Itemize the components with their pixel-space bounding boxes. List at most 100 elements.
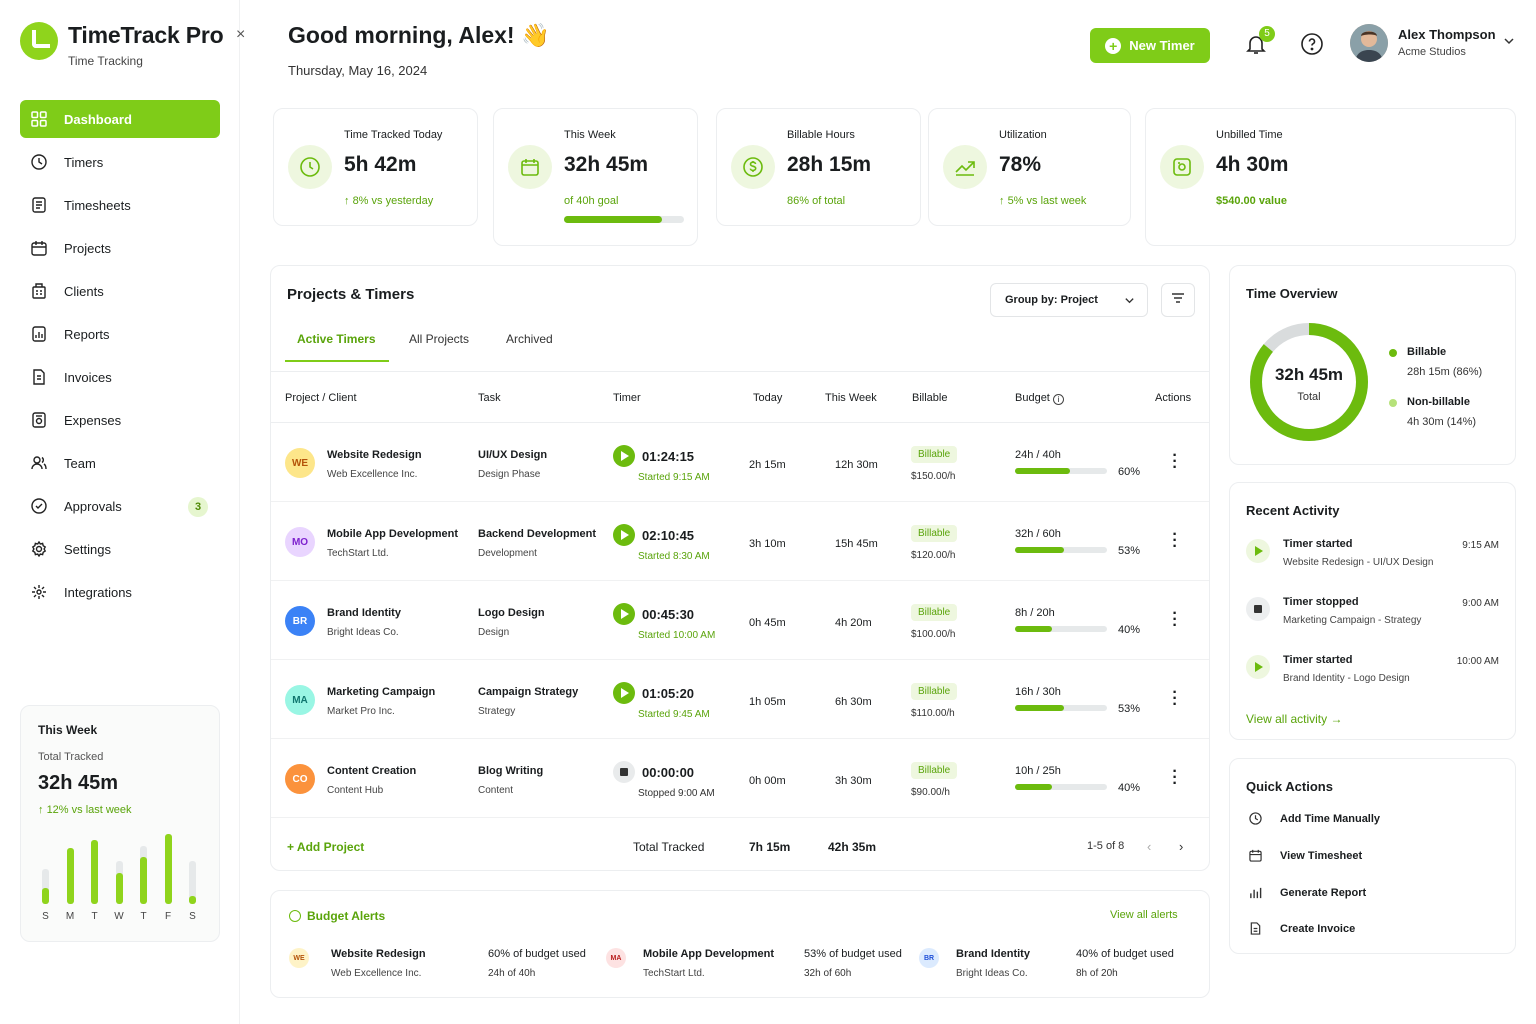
more-actions-icon[interactable]: · · · xyxy=(1172,526,1178,555)
activity-detail: Brand Identity - Logo Design xyxy=(1283,673,1410,684)
group-by-select[interactable]: Group by: Project xyxy=(990,283,1148,317)
project-avatar: MA xyxy=(285,685,315,715)
project-name[interactable]: Marketing Campaign xyxy=(327,686,436,698)
table-row[interactable]: MA Marketing Campaign Market Pro Inc. Campa… xyxy=(271,660,1209,739)
play-timer-icon[interactable] xyxy=(613,445,635,467)
chevron-right-icon[interactable]: › xyxy=(1179,839,1184,854)
project-name[interactable]: Website Redesign xyxy=(327,449,422,461)
sidebar-item-timesheets[interactable]: Timesheets xyxy=(20,186,220,224)
sidebar-item-timers[interactable]: Timers xyxy=(20,143,220,181)
tab-archived[interactable]: Archived xyxy=(506,332,553,346)
stop-timer-icon[interactable] xyxy=(613,761,635,783)
user-avatar[interactable] xyxy=(1350,24,1388,62)
projects-timers-panel: Projects & Timers Group by: Project Acti… xyxy=(270,265,1210,871)
weekly-goal-progress-fill xyxy=(564,216,663,223)
alert-project-name[interactable]: Brand Identity xyxy=(956,948,1030,960)
stop-icon xyxy=(1246,597,1270,621)
sidebar-item-reports[interactable]: Reports xyxy=(20,315,220,353)
calendar-icon xyxy=(508,145,552,189)
quick-action-create-invoice[interactable]: Create Invoice xyxy=(1246,922,1355,935)
table-row[interactable]: WE Website Redesign Web Excellence Inc. UI/… xyxy=(271,423,1209,502)
info-icon[interactable]: i xyxy=(1052,394,1064,405)
view-all-activity-link[interactable]: View all activity → xyxy=(1246,712,1342,726)
clock-icon xyxy=(1246,812,1264,825)
bell-icon[interactable] xyxy=(1244,32,1268,61)
budget-label: 8h / 20h xyxy=(1015,607,1055,619)
sidebar-item-team[interactable]: Team xyxy=(20,444,220,482)
sidebar-item-label: Invoices xyxy=(64,369,112,385)
task-phase: Design Phase xyxy=(478,469,541,480)
view-all-alerts-link[interactable]: View all alerts xyxy=(1110,909,1178,921)
table-row[interactable]: CO Content Creation Content Hub Blog Writin… xyxy=(271,739,1209,818)
weekly-bar-fill xyxy=(115,872,123,904)
invoice-icon xyxy=(1246,922,1264,935)
task-phase: Development xyxy=(478,548,537,559)
weekly-bar-day-label: T xyxy=(91,911,98,922)
active-tab-indicator xyxy=(285,360,389,362)
sidebar-item-invoices[interactable]: Invoices xyxy=(20,358,220,396)
sidebar-item-projects[interactable]: Projects xyxy=(20,229,220,267)
weekly-bar-track xyxy=(42,868,49,904)
billable-badge: Billable xyxy=(911,683,958,700)
clock-icon xyxy=(288,145,332,189)
new-timer-button[interactable]: + New Timer xyxy=(1090,28,1210,63)
project-client: Market Pro Inc. xyxy=(327,706,395,717)
column-header-week: This Week xyxy=(825,392,877,404)
table-row[interactable]: BR Brand Identity Bright Ideas Co. Logo Des… xyxy=(271,581,1209,660)
column-header-billable: Billable xyxy=(912,392,948,404)
billable-badge: Billable xyxy=(911,762,958,779)
table-row[interactable]: MO Mobile App Development TechStart Ltd. Ba… xyxy=(271,502,1209,581)
budget-progress xyxy=(1015,784,1107,790)
sidebar-item-expenses[interactable]: Expenses xyxy=(20,401,220,439)
app-logo[interactable]: TimeTrack Pro Time Tracking xyxy=(20,22,224,68)
task-name: Campaign Strategy xyxy=(478,686,579,698)
sidebar-item-settings[interactable]: Settings xyxy=(20,530,220,568)
help-icon[interactable] xyxy=(1300,32,1324,61)
billable-rate: $100.00/h xyxy=(911,629,956,640)
quick-action-label: Create Invoice xyxy=(1280,922,1356,935)
more-actions-icon[interactable]: · · · xyxy=(1172,447,1178,476)
time-overview-donut xyxy=(1250,323,1368,441)
budget-label: 32h / 60h xyxy=(1015,528,1061,540)
week-card-trend-text: 12% vs last week xyxy=(46,804,132,816)
tab-active-timers[interactable]: Active Timers xyxy=(297,332,376,346)
quick-action-view-timesheet[interactable]: View Timesheet xyxy=(1246,849,1362,862)
project-name[interactable]: Brand Identity xyxy=(327,607,401,619)
budget-label: 16h / 30h xyxy=(1015,686,1061,698)
play-timer-icon[interactable] xyxy=(613,603,635,625)
project-client: Content Hub xyxy=(327,785,384,796)
add-project-button[interactable]: + Add Project xyxy=(287,840,365,854)
project-name[interactable]: Content Creation xyxy=(327,765,417,777)
sidebar-item-clients[interactable]: Clients xyxy=(20,272,220,310)
play-timer-icon[interactable] xyxy=(613,524,635,546)
sidebar-item-approvals[interactable]: Approvals 3 xyxy=(20,487,220,525)
project-name[interactable]: Mobile App Development xyxy=(327,528,458,540)
weekly-bar xyxy=(164,826,172,904)
filter-button[interactable] xyxy=(1161,283,1195,317)
close-sidebar-icon[interactable]: × xyxy=(236,26,246,43)
stat-card-billable: Billable Hours 28h 15m 86% of total xyxy=(716,108,921,226)
user-org: Acme Studios xyxy=(1398,46,1466,58)
tab-all-projects[interactable]: All Projects xyxy=(409,332,470,346)
sidebar-item-dashboard[interactable]: Dashboard xyxy=(20,100,220,138)
more-actions-icon[interactable]: · · · xyxy=(1172,605,1178,634)
sidebar-item-integrations[interactable]: Integrations xyxy=(20,573,220,611)
alert-project-name[interactable]: Website Redesign xyxy=(331,948,426,960)
weekly-bar-fill xyxy=(91,840,98,904)
quick-action-generate-report[interactable]: Generate Report xyxy=(1246,886,1366,899)
alert-project-name[interactable]: Mobile App Development xyxy=(643,948,774,960)
table-footer: + Add Project Total Tracked 7h 15m 42h 3… xyxy=(271,821,1209,871)
arrow-right-icon: → xyxy=(1330,712,1343,726)
billable-rate: $110.00/h xyxy=(911,708,955,719)
quick-action-add-time[interactable]: Add Time Manually xyxy=(1246,812,1380,825)
alert-project-client: TechStart Ltd. xyxy=(643,968,705,979)
legend-value: 28h 15m (86%) xyxy=(1407,366,1483,378)
more-actions-icon[interactable]: · · · xyxy=(1172,763,1178,792)
weekly-bar xyxy=(140,826,147,904)
chevron-down-icon[interactable] xyxy=(1503,34,1515,52)
more-actions-icon[interactable]: · · · xyxy=(1172,684,1178,713)
chevron-left-icon[interactable]: ‹ xyxy=(1147,839,1152,854)
budget-progress-fill xyxy=(1015,705,1064,711)
play-timer-icon[interactable] xyxy=(613,682,635,704)
sidebar-item-label: Integrations xyxy=(64,584,132,600)
